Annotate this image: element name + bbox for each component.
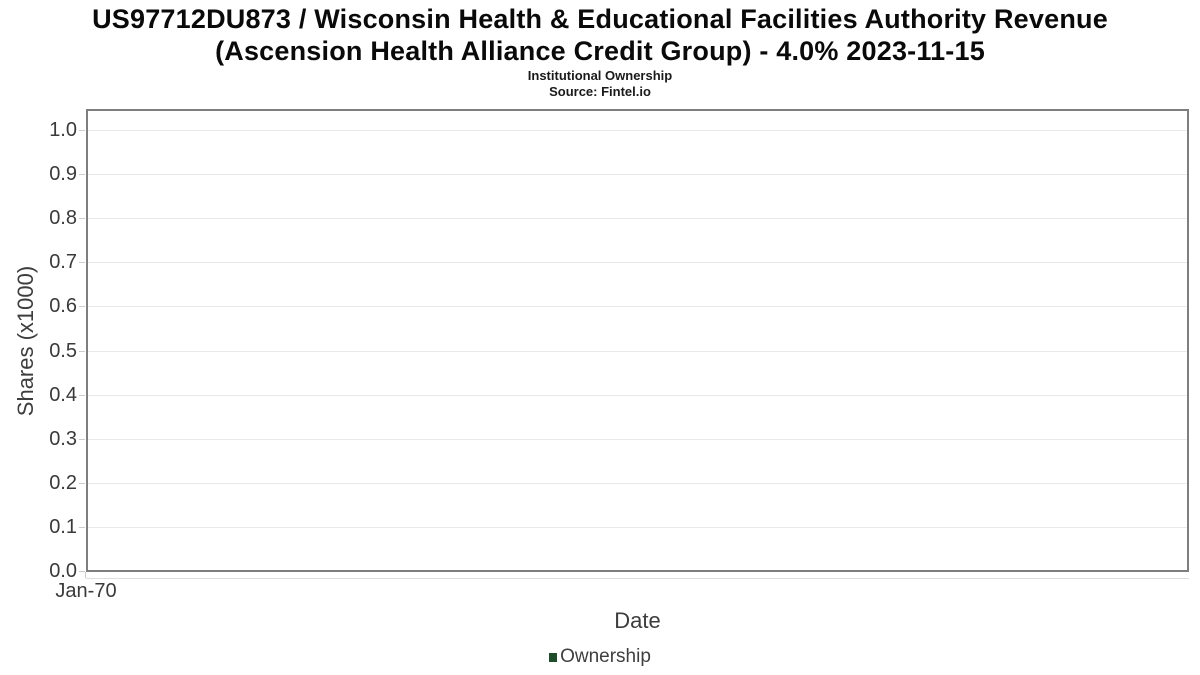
x-axis-title: Date <box>614 608 661 633</box>
chart-subtitle: Institutional Ownership <box>527 68 673 83</box>
y-tick-label: 0.9 <box>49 163 77 186</box>
y-tick-label: 0.5 <box>49 339 77 362</box>
y-tick-label: 0.6 <box>49 295 77 318</box>
gridline-y-0.7 <box>88 262 1187 264</box>
gridline-y-0.6 <box>88 306 1187 308</box>
gridline-y-0.4 <box>88 394 1187 396</box>
y-tick-mark <box>79 482 85 484</box>
gridline-y-1.0 <box>88 130 1187 131</box>
y-tick-label: 0.1 <box>49 515 77 538</box>
y-tick-label: 0.0 <box>49 560 77 582</box>
y-tick-label: 0.7 <box>49 251 77 274</box>
legend: Ownership <box>0 646 1200 668</box>
y-tick-mark <box>79 262 85 264</box>
y-tick-mark <box>79 130 85 131</box>
legend-label: Ownership <box>560 646 651 667</box>
y-tick-mark <box>79 174 85 176</box>
y-tick-label: 1.0 <box>49 119 77 141</box>
gridline-y-0.9 <box>88 174 1187 176</box>
y-tick-label: 0.2 <box>49 471 77 494</box>
y-tick-mark <box>79 350 85 352</box>
chart-title: US97712DU873 / Wisconsin Health & Educat… <box>0 3 1200 67</box>
gridline-y-0.2 <box>88 482 1187 484</box>
gridline-y-0.8 <box>88 218 1187 220</box>
x-axis-line <box>86 578 1189 579</box>
chart-source-credit: Source: Fintel.io <box>549 84 651 99</box>
y-tick-mark <box>79 218 85 220</box>
y-tick-label: 0.8 <box>49 207 77 230</box>
x-tick-mark <box>85 572 86 578</box>
y-tick-mark <box>79 306 85 308</box>
y-tick-label: 0.3 <box>49 427 77 450</box>
legend-marker-icon <box>549 652 558 662</box>
gridline-y-0.5 <box>88 350 1187 352</box>
chart-title-line1: US97712DU873 / Wisconsin Health & Educat… <box>92 4 1108 34</box>
y-tick-mark <box>79 526 85 528</box>
y-tick-mark <box>79 571 85 572</box>
y-tick-mark <box>79 438 85 440</box>
gridline-y-0.3 <box>88 438 1187 440</box>
y-tick-mark <box>79 394 85 396</box>
gridline-y-0.1 <box>88 526 1187 528</box>
plot-area <box>86 109 1189 572</box>
chart-title-line2: (Ascension Health Alliance Credit Group)… <box>215 36 985 66</box>
y-tick-label: 0.4 <box>49 383 77 406</box>
x-tick-label: Jan-70 <box>55 580 117 602</box>
